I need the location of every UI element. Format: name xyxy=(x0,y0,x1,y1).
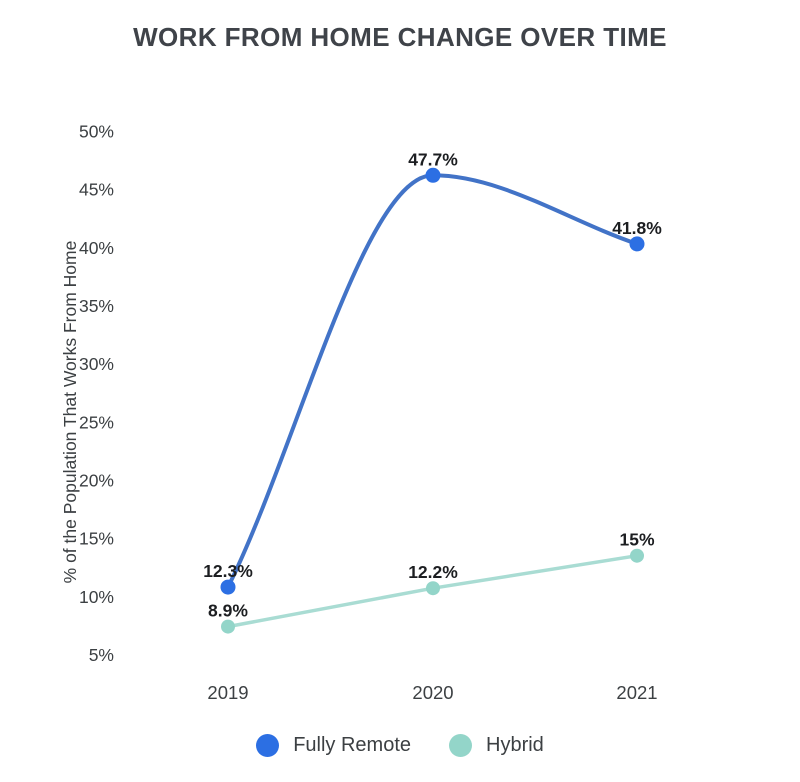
data-point-label: 15% xyxy=(619,530,654,550)
legend: Fully Remote Hybrid xyxy=(0,734,800,757)
x-tick-label: 2020 xyxy=(412,682,453,703)
y-axis-ticks: 5% 10% 15% 20% 25% 30% 35% 40% 45% 50% xyxy=(79,122,114,666)
legend-item-fully-remote: Fully Remote xyxy=(256,734,411,757)
data-point-label: 12.3% xyxy=(203,561,253,581)
chart-title: WORK FROM HOME CHANGE OVER TIME xyxy=(133,22,667,52)
data-point-label: 12.2% xyxy=(408,562,458,582)
legend-label-hybrid: Hybrid xyxy=(486,734,544,756)
data-point xyxy=(426,581,440,596)
data-point xyxy=(425,167,441,183)
x-tick-label: 2019 xyxy=(207,682,248,703)
data-point-label: 41.8% xyxy=(612,218,662,238)
y-tick-label: 25% xyxy=(79,412,114,432)
y-tick-label: 45% xyxy=(79,180,114,200)
data-point-label: 47.7% xyxy=(408,149,458,169)
legend-marker-hybrid xyxy=(449,734,472,757)
legend-item-hybrid: Hybrid xyxy=(449,734,544,757)
y-tick-label: 15% xyxy=(79,529,114,549)
legend-label-fully-remote: Fully Remote xyxy=(293,734,411,756)
x-tick-label: 2021 xyxy=(616,682,657,703)
series-fully-remote: 12.3% 47.7% 41.8% xyxy=(203,149,662,595)
y-tick-label: 20% xyxy=(79,471,114,491)
legend-marker-fully-remote xyxy=(256,734,280,757)
data-point xyxy=(629,236,645,252)
data-point xyxy=(220,579,236,595)
y-tick-label: 50% xyxy=(79,122,114,142)
y-tick-label: 30% xyxy=(79,354,114,374)
y-tick-label: 10% xyxy=(79,587,114,607)
series-hybrid: 8.9% 12.2% 15% xyxy=(208,530,655,634)
data-point xyxy=(221,619,235,634)
y-tick-label: 40% xyxy=(79,238,114,258)
series-line xyxy=(226,173,639,590)
data-point xyxy=(630,548,644,563)
x-axis-ticks: 2019 2020 2021 xyxy=(207,682,657,703)
data-point-label: 8.9% xyxy=(208,601,248,621)
y-tick-label: 35% xyxy=(79,296,114,316)
y-tick-label: 5% xyxy=(89,645,114,665)
